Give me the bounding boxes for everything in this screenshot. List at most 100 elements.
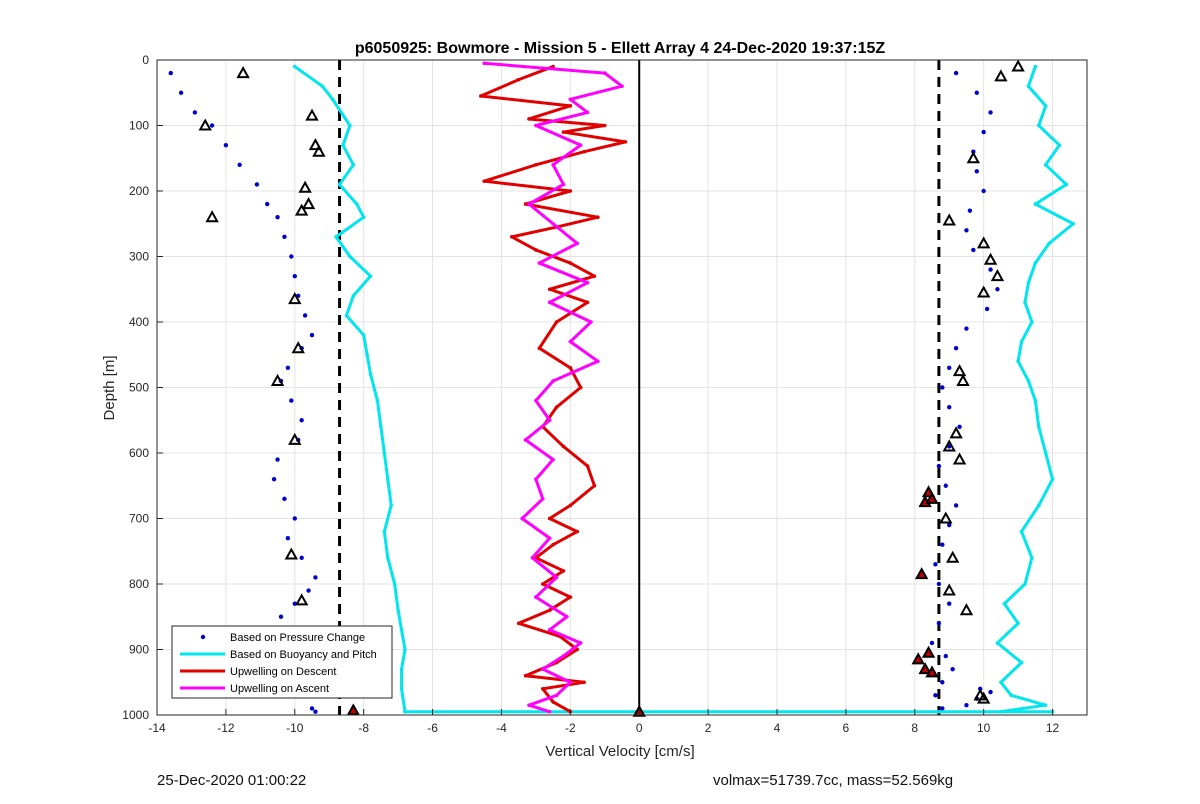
- series-point-based-on-buoyancy-and-pitch: [341, 143, 345, 147]
- hollow-triangle-marker: [308, 138, 323, 151]
- series-point-upwelling-on-ascent: [547, 300, 552, 305]
- series-point-based-on-pressure-change: [929, 640, 935, 646]
- series-point-based-on-pressure-change: [178, 90, 184, 95]
- series-point-based-on-buoyancy-and-pitch: [365, 352, 369, 357]
- series-point-upwelling-on-descent: [523, 673, 528, 678]
- series-point-upwelling-on-descent: [575, 647, 580, 652]
- series-point-based-on-buoyancy-and-pitch: [344, 313, 349, 318]
- series-point-upwelling-on-descent: [482, 179, 487, 183]
- series-point-based-on-buoyancy-and-pitch: [375, 398, 380, 403]
- series-point-based-on-pressure-change: [282, 496, 287, 502]
- series-point-based-on-pressure-change: [947, 522, 952, 528]
- footer-timestamp: 25-Dec-2020 01:00:22: [157, 772, 307, 789]
- series-point-based-on-buoyancy-and-pitch: [1030, 556, 1034, 560]
- hollow-triangle-marker: [288, 292, 302, 305]
- filled-triangle-marker: [914, 567, 929, 580]
- series-point-based-on-pressure-change: [953, 503, 959, 508]
- series-point-based-on-pressure-change: [313, 709, 318, 714]
- hollow-triangle-marker: [994, 69, 1008, 82]
- data-series: [168, 61, 1076, 714]
- series-point-upwelling-on-descent: [578, 385, 583, 390]
- series-point-based-on-pressure-change: [285, 365, 291, 371]
- series-point-based-on-buoyancy-and-pitch: [1043, 703, 1048, 707]
- series-point-upwelling-on-ascent: [547, 628, 552, 632]
- hollow-triangle-marker: [939, 511, 953, 524]
- series-point-based-on-buoyancy-and-pitch: [1043, 163, 1048, 167]
- series-point-based-on-pressure-change: [964, 326, 969, 331]
- series-point-upwelling-on-ascent: [554, 693, 559, 698]
- series-point-based-on-buoyancy-and-pitch: [1050, 477, 1055, 482]
- hollow-triangle-marker: [942, 213, 956, 226]
- series-point-based-on-buoyancy-and-pitch: [399, 628, 404, 632]
- series-point-upwelling-on-descent: [585, 300, 590, 305]
- x-tick-label: 12: [1046, 721, 1060, 735]
- legend-item-buoyancy: Based on Buoyancy and Pitch: [180, 649, 377, 661]
- series-point-upwelling-on-ascent: [540, 667, 545, 671]
- series-point-based-on-pressure-change: [271, 477, 277, 482]
- series-point-based-on-buoyancy-and-pitch: [320, 84, 325, 88]
- series-point-based-on-buoyancy-and-pitch: [361, 333, 366, 337]
- series-point-upwelling-on-ascent: [520, 516, 524, 521]
- series-point-based-on-pressure-change: [289, 254, 294, 259]
- series-point-based-on-pressure-change: [289, 398, 294, 403]
- series-point-based-on-pressure-change: [309, 706, 315, 711]
- series-point-based-on-pressure-change: [940, 385, 945, 390]
- legend-label-ascent: Upwelling on Ascent: [230, 683, 329, 695]
- series-point-based-on-buoyancy-and-pitch: [348, 254, 352, 259]
- hollow-triangle-marker: [294, 593, 309, 606]
- series-point-upwelling-on-descent: [561, 130, 566, 134]
- hollow-triangle-marker: [294, 203, 309, 216]
- series-point-upwelling-on-ascent: [551, 457, 555, 462]
- hollow-triangle-marker: [976, 691, 991, 704]
- data-markers: [198, 59, 1025, 717]
- series-point-based-on-buoyancy-and-pitch: [403, 709, 407, 714]
- y-tick-label: 400: [129, 315, 149, 329]
- series-point-upwelling-on-descent: [516, 77, 521, 82]
- hollow-triangle-marker: [956, 373, 970, 386]
- series-point-based-on-buoyancy-and-pitch: [1047, 241, 1051, 246]
- x-tick-label: -2: [565, 721, 576, 735]
- series-point-based-on-buoyancy-and-pitch: [1043, 104, 1048, 108]
- x-tick-label: -8: [358, 721, 369, 735]
- x-tick-label: 8: [911, 721, 918, 735]
- y-tick-label: 0: [142, 53, 149, 67]
- hollow-triangle-marker: [966, 151, 981, 164]
- series-point-based-on-buoyancy-and-pitch: [368, 274, 373, 278]
- series-point-based-on-buoyancy-and-pitch: [351, 163, 356, 167]
- series-point-based-on-pressure-change: [984, 306, 990, 312]
- x-tick-label: 0: [636, 721, 643, 735]
- series-point-based-on-buoyancy-and-pitch: [403, 647, 407, 652]
- hollow-triangle-marker: [312, 144, 326, 157]
- chart-title: p6050925: Bowmore - Mission 5 - Ellett A…: [355, 40, 886, 57]
- series-point-upwelling-on-descent: [540, 582, 545, 586]
- series-point-upwelling-on-ascent: [534, 477, 538, 482]
- filled-triangle-marker: [911, 652, 925, 665]
- series-point-upwelling-on-ascent: [523, 438, 528, 442]
- x-tick-label: 10: [977, 721, 991, 735]
- series-point-upwelling-on-descent: [568, 104, 573, 108]
- series-point-based-on-buoyancy-and-pitch: [1071, 221, 1076, 226]
- series-point-upwelling-on-descent: [568, 503, 573, 508]
- hollow-triangle-marker: [298, 180, 312, 193]
- series-point-based-on-pressure-change: [964, 228, 969, 233]
- series-point-based-on-pressure-change: [947, 365, 952, 371]
- series-point-based-on-buoyancy-and-pitch: [999, 680, 1003, 685]
- filled-triangle-marker: [925, 491, 939, 504]
- series-point-based-on-pressure-change: [950, 666, 955, 672]
- y-tick-label: 200: [129, 184, 149, 198]
- series-point-upwelling-on-descent: [554, 405, 559, 409]
- series-point-based-on-buoyancy-and-pitch: [1019, 660, 1024, 665]
- series-point-based-on-buoyancy-and-pitch: [392, 582, 397, 586]
- series-point-based-on-pressure-change: [933, 562, 938, 567]
- series-point-upwelling-on-descent: [623, 140, 628, 144]
- x-tick-label: 6: [843, 721, 850, 735]
- series-point-based-on-buoyancy-and-pitch: [1026, 379, 1031, 383]
- hollow-triangle-marker: [305, 108, 319, 121]
- series-point-upwelling-on-ascent: [578, 641, 583, 645]
- series-point-based-on-buoyancy-and-pitch: [1057, 143, 1062, 147]
- series-point-based-on-pressure-change: [936, 581, 942, 587]
- hollow-triangle-marker: [284, 547, 299, 560]
- series-point-based-on-buoyancy-and-pitch: [1009, 693, 1014, 698]
- series-point-upwelling-on-ascent: [534, 123, 538, 128]
- x-tick-label: 2: [705, 721, 712, 735]
